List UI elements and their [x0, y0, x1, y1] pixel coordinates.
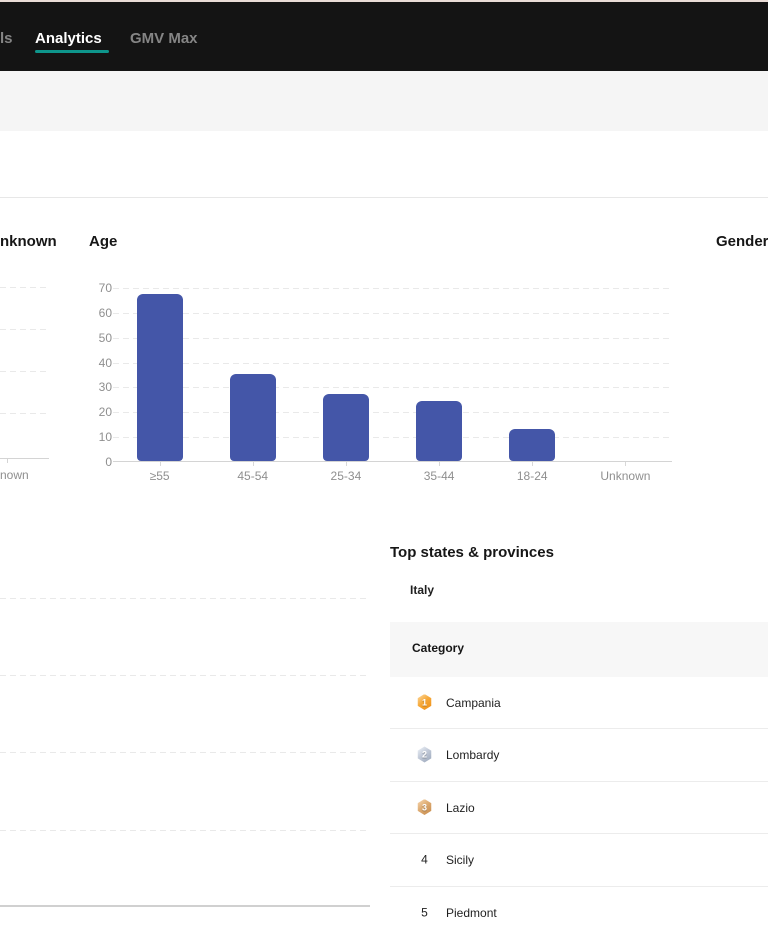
y-tick-label: 0: [105, 455, 112, 469]
rank-number: 4: [421, 852, 428, 867]
region-label: Lazio: [446, 800, 475, 815]
gridline: [0, 598, 368, 599]
bottom-left-chart-axis: [0, 905, 370, 907]
rank-badge: 4: [417, 852, 433, 869]
axis-line: [0, 458, 49, 459]
region-label: Campania: [446, 695, 501, 710]
age-bar: [416, 401, 463, 461]
x-tick-label: Unknown: [600, 469, 651, 483]
gridline: [113, 312, 672, 314]
rank-badge: 5: [417, 905, 433, 922]
x-tick-label: ≥55: [149, 469, 170, 483]
age-bar: [136, 294, 183, 461]
table-row-campania: 1 Campania: [390, 677, 768, 729]
x-axis-tick: [159, 462, 161, 466]
top-states-title: Top states & provinces: [390, 544, 554, 561]
x-tick-label: 35-44: [423, 469, 455, 483]
rank-badge: 2: [417, 746, 433, 764]
y-tick-label: 30: [98, 380, 112, 395]
page-background-band: [0, 71, 768, 131]
bronze-medal-icon: 3: [417, 799, 432, 815]
rank-badge: 1: [417, 694, 433, 711]
y-tick-label: 10: [98, 430, 112, 445]
gridline: [113, 337, 672, 339]
region-label: Sicily: [446, 853, 475, 867]
age-chart-x-axis-labels: ≥55 45-54 25-34 35-44 18-24 Unknown: [113, 469, 672, 485]
x-tick-label: 45-54: [237, 469, 269, 483]
gridline: [113, 437, 672, 439]
x-tick-label: 25-34: [330, 469, 362, 483]
table-row-sicily: 4 Sicily: [390, 835, 768, 887]
age-chart-title: Age: [89, 233, 118, 250]
active-tab-underline: [35, 50, 109, 53]
gridline: [0, 752, 368, 753]
gender-chart-title: Gender: [716, 233, 768, 250]
window-top-edge: [0, 0, 768, 2]
region-label: Piedmont: [446, 906, 497, 920]
gridline: [0, 413, 49, 414]
top-states-table-header: Category: [390, 622, 768, 677]
gridline: [0, 830, 368, 831]
gridline: [113, 288, 672, 289]
x-axis-tick: [252, 462, 254, 466]
age-bar: [322, 393, 369, 461]
y-tick-label: 70: [98, 281, 112, 295]
age-bar: [509, 428, 556, 461]
table-row-lazio: 3 Lazio: [390, 782, 768, 834]
rank-badge: 3: [417, 799, 433, 816]
age-chart-plot: [113, 288, 672, 466]
column-header-category: Category: [412, 641, 465, 655]
gold-medal-icon: 1: [417, 694, 432, 710]
silver-medal-icon: 2: [417, 746, 432, 763]
gridline: [0, 287, 49, 288]
top-states-table-body: 1 Campania 2 Lombardy 3 Lazio 4 Sicily 5…: [390, 677, 768, 944]
age-chart-y-axis-labels: 0 10 20 30 40 50 60 70: [70, 281, 112, 469]
region-label: Lombardy: [446, 748, 500, 762]
y-tick-label: 40: [98, 355, 112, 370]
nav-tab-gmv-max[interactable]: GMV Max: [130, 30, 198, 47]
left-chart-x-label-partial: nown: [0, 468, 29, 482]
gridline: [113, 362, 672, 364]
gridline: [113, 387, 672, 389]
x-tick-label: 18-24: [516, 469, 548, 483]
top-nav-bar: ls Analytics GMV Max: [0, 2, 768, 71]
axis-tick: [7, 459, 8, 463]
country-tab-italy[interactable]: Italy: [410, 583, 435, 597]
nav-tab-partial[interactable]: ls: [0, 30, 13, 47]
x-axis-tick: [345, 462, 347, 466]
gridline: [0, 371, 49, 372]
x-axis-tick: [532, 462, 534, 466]
nav-tab-analytics[interactable]: Analytics: [35, 30, 102, 47]
gridline: [113, 412, 672, 414]
x-axis-tick: [439, 462, 441, 466]
y-tick-label: 20: [98, 405, 112, 420]
y-tick-label: 50: [98, 330, 112, 345]
gridline: [0, 675, 368, 676]
age-bar: [229, 374, 276, 461]
rank-number: 5: [421, 905, 428, 920]
table-row-lombardy: 2 Lombardy: [390, 730, 768, 782]
y-tick-label: 60: [98, 305, 112, 320]
x-axis-tick: [625, 462, 627, 466]
gridline: [0, 329, 49, 330]
table-row-piedmont: 5 Piedmont: [390, 887, 768, 939]
subheader-band: [0, 131, 768, 198]
left-chart-title-partial: nknown: [0, 233, 57, 250]
